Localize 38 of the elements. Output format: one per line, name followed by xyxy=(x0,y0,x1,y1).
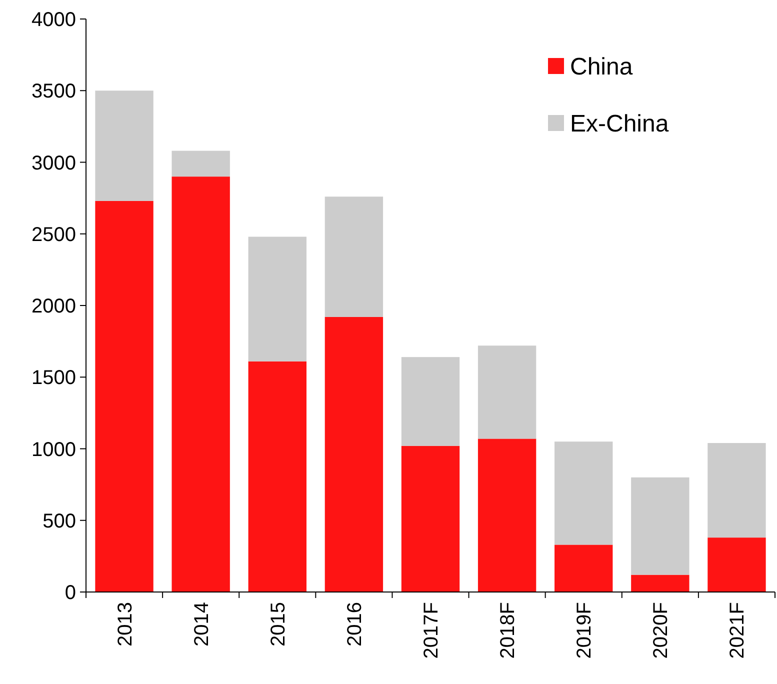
bar xyxy=(708,538,766,592)
bar xyxy=(554,442,613,545)
x-tick-label: 2014 xyxy=(190,602,213,646)
bar xyxy=(631,574,690,592)
bar xyxy=(708,443,766,538)
bar xyxy=(248,236,306,362)
y-tick-label: 3000 xyxy=(32,152,76,174)
bar xyxy=(478,438,536,592)
x-tick-label: 2017F xyxy=(420,602,442,659)
bar xyxy=(324,196,384,317)
bar xyxy=(324,316,384,592)
bar xyxy=(401,357,460,446)
bar xyxy=(631,477,690,575)
x-tick-label: 2020F xyxy=(650,602,672,659)
x-tick-label: 2019F xyxy=(574,602,596,659)
y-tick-label: 1500 xyxy=(32,367,76,390)
bar xyxy=(172,176,230,592)
y-tick-label: 3500 xyxy=(32,80,76,103)
bar xyxy=(248,361,306,592)
legend-label: Ex-China xyxy=(570,110,670,138)
legend-label: China xyxy=(570,53,634,80)
y-tick-label: 1000 xyxy=(32,438,76,461)
bar xyxy=(95,200,154,592)
x-tick-label: 2021F xyxy=(726,602,749,659)
y-tick-label: 500 xyxy=(42,510,76,532)
y-tick-label: 2500 xyxy=(32,224,76,246)
bar xyxy=(172,150,230,177)
y-tick-label: 0 xyxy=(64,582,76,604)
y-tick-label: 4000 xyxy=(32,9,76,31)
x-tick-label: 2018F xyxy=(497,602,520,659)
x-tick-label: 2016 xyxy=(344,602,366,646)
y-tick-label: 2000 xyxy=(32,296,76,318)
bar xyxy=(401,446,460,592)
bar xyxy=(554,544,613,592)
bar xyxy=(478,346,536,439)
x-tick-label: 2013 xyxy=(114,602,136,646)
x-tick-label: 2015 xyxy=(267,602,290,646)
bar xyxy=(95,90,154,201)
